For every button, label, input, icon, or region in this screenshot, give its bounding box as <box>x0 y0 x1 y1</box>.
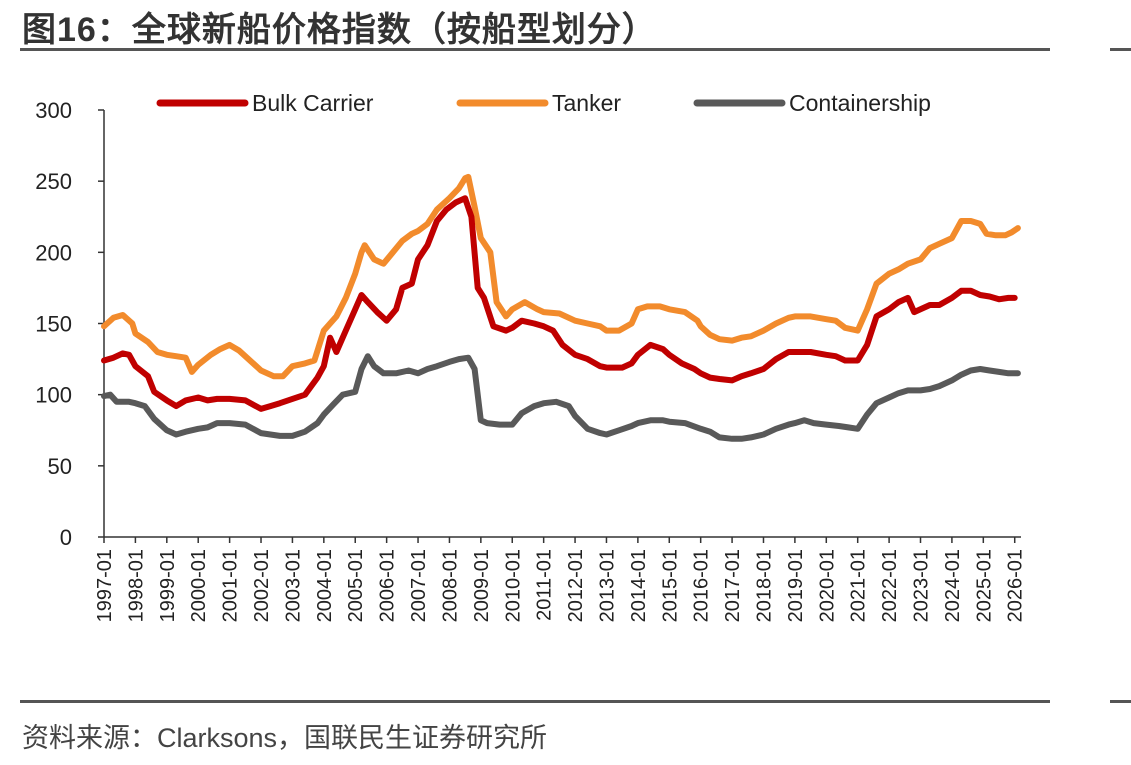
chart-lines <box>101 173 1021 442</box>
x-tick-label: 2018-01 <box>753 549 775 622</box>
x-tick-label: 2024-01 <box>942 549 964 622</box>
x-tick-label: 2021-01 <box>848 549 870 622</box>
x-tick-label: 2026-01 <box>1005 549 1027 622</box>
x-tick-label: 2025-01 <box>973 549 995 622</box>
x-tick-label: 2007-01 <box>408 549 430 622</box>
y-tick-label: 250 <box>35 169 72 194</box>
top-divider <box>20 48 1050 51</box>
chart-title: 图16：全球新船价格指数（按船型划分） <box>22 11 657 49</box>
x-tick-label: 2013-01 <box>596 549 618 622</box>
y-tick-label: 200 <box>35 240 72 265</box>
x-tick-label: 2023-01 <box>911 549 933 622</box>
x-tick-label: 2019-01 <box>785 549 807 622</box>
source-note: 资料来源：Clarksons，国联民生证券研究所 <box>22 723 548 753</box>
bottom-divider-right <box>1110 700 1131 703</box>
x-tick-label: 2009-01 <box>471 549 493 622</box>
legend-label-bulk-carrier: Bulk Carrier <box>252 90 374 116</box>
x-tick-label: 2001-01 <box>220 549 242 622</box>
x-tick-label: 1997-01 <box>94 549 116 622</box>
x-tick-label: 2006-01 <box>377 549 399 622</box>
y-tick-label: 50 <box>48 454 72 479</box>
x-tick-label: 2014-01 <box>628 549 650 622</box>
x-tick-label: 2012-01 <box>565 549 587 622</box>
chart-axes: 0 50 100 150 200 250 300 1997-01 1998-01 1999-01 2… <box>35 98 1026 622</box>
x-tick-label: 2011-01 <box>534 549 556 621</box>
chart-legend: Bulk Carrier Tanker Containership <box>156 90 931 116</box>
x-tick-label: 2022-01 <box>879 549 901 622</box>
x-tick-label: 2016-01 <box>691 549 713 622</box>
series-line-bulk-carrier <box>101 195 1018 412</box>
x-tick-label: 2003-01 <box>282 549 304 622</box>
bottom-divider <box>20 700 1050 703</box>
x-tick-label: 2005-01 <box>345 549 367 622</box>
x-tick-label: 2015-01 <box>659 549 681 622</box>
x-tick-label: 2002-01 <box>251 549 273 622</box>
legend-label-tanker: Tanker <box>552 90 621 116</box>
x-tick-label: 2010-01 <box>502 549 524 622</box>
y-tick-label: 150 <box>35 312 72 337</box>
y-tick-label: 100 <box>35 383 72 408</box>
y-tick-label: 0 <box>60 525 72 550</box>
x-tick-label: 2020-01 <box>816 549 838 622</box>
top-divider-right <box>1110 48 1131 51</box>
x-tick-label: 2004-01 <box>314 549 336 622</box>
series-line-tanker <box>101 173 1021 380</box>
legend-label-containership: Containership <box>789 90 931 116</box>
x-tick-label: 2017-01 <box>722 549 744 622</box>
x-tick-label: 2008-01 <box>439 549 461 622</box>
y-tick-label: 300 <box>35 98 72 123</box>
series-line-containership <box>101 353 1021 442</box>
x-tick-label: 1999-01 <box>157 549 179 622</box>
x-tick-label: 1998-01 <box>125 549 147 622</box>
x-tick-label: 2000-01 <box>188 549 210 622</box>
